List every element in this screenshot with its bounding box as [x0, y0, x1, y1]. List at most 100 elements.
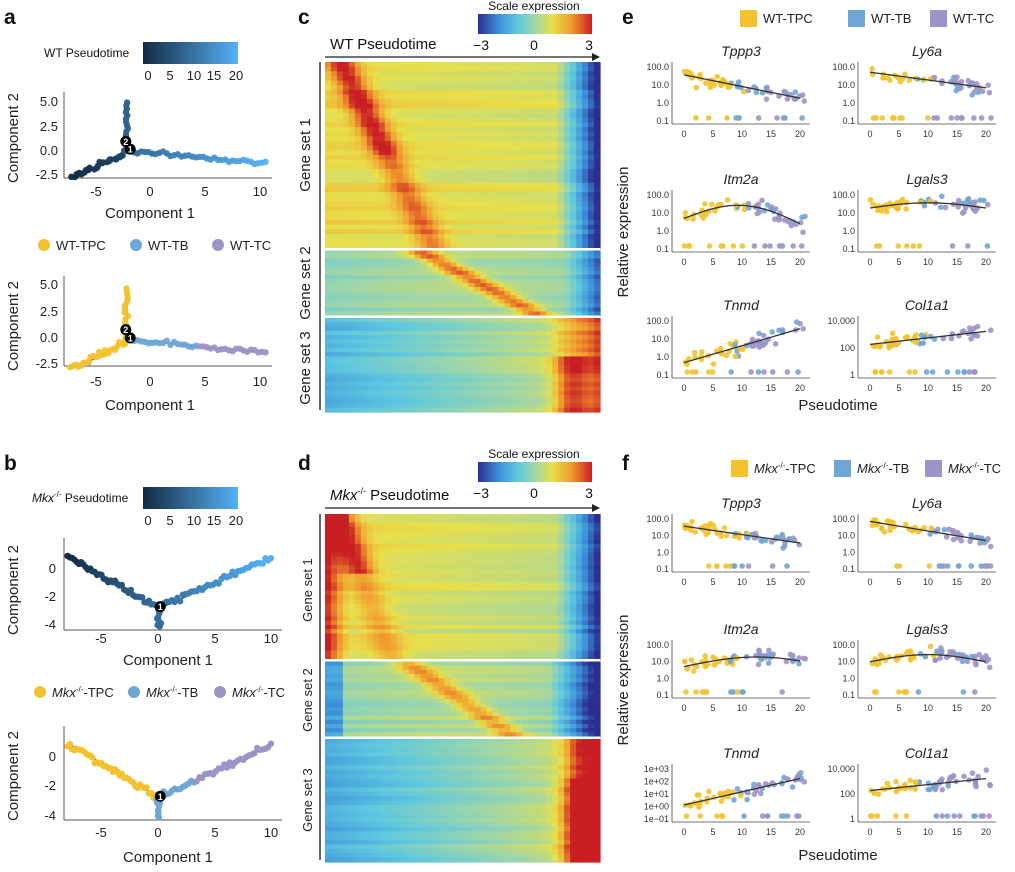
heatmap-cell [420, 224, 428, 230]
heatmap-cell [468, 187, 476, 193]
heatmap-cell [594, 526, 601, 532]
heatmap-cell [588, 535, 595, 541]
heatmap-cell [576, 71, 583, 77]
heatmap-cell [534, 629, 541, 635]
heatmap-cell [510, 274, 517, 280]
heatmap-cell [576, 150, 583, 156]
heatmap-cell [360, 633, 368, 639]
heatmap-cell [516, 287, 523, 292]
heatmap-cell [456, 243, 464, 249]
heatmap-cell [366, 131, 374, 137]
heatmap-cell [336, 526, 344, 532]
heatmap-cell [420, 590, 428, 596]
heatmap-cell [432, 565, 440, 571]
heatmap-cell [570, 85, 577, 91]
heatmap-cell [546, 407, 553, 413]
heatmap-cell [420, 155, 428, 161]
heatmap-cell [408, 403, 416, 409]
heatmap-cell [528, 403, 535, 409]
heatmap-cell [372, 258, 380, 264]
heatmap-cell [468, 565, 476, 571]
heatmap-cell [576, 243, 583, 249]
heatmap-cell [576, 403, 583, 409]
heatmap-cell [498, 80, 505, 86]
y-tick-label: 0 [49, 561, 56, 576]
heatmap-cell [450, 234, 458, 240]
heatmap-cell [552, 66, 559, 72]
heatmap-cell [456, 141, 464, 147]
heatmap-cell [420, 108, 428, 114]
heatmap-cell [492, 616, 499, 622]
heatmap-cell [426, 603, 434, 609]
heatmap-cell [336, 373, 344, 379]
heatmap-cell [468, 629, 476, 635]
heatmap-cell [540, 403, 547, 409]
heatmap-cell [570, 390, 577, 396]
heatmap-cell [540, 262, 547, 268]
heatmap-cell [384, 287, 392, 292]
heatmap-cell [444, 569, 452, 575]
heatmap-cell [342, 629, 350, 635]
heatmap-cell [366, 311, 374, 317]
heatmap-cell [325, 616, 332, 622]
heatmap-cell [384, 164, 392, 170]
heatmap-cell [402, 624, 410, 630]
heatmap-cell [594, 270, 601, 276]
heatmap-cell [450, 535, 458, 541]
heatmap-cell [564, 145, 571, 151]
heatmap-cell [462, 62, 470, 68]
heatmap-cell [396, 150, 404, 156]
heatmap-cell [552, 365, 559, 370]
heatmap-cell [552, 326, 559, 332]
heatmap-cell [325, 620, 332, 626]
heatmap-cell [348, 182, 356, 189]
heatmap-cell [390, 514, 398, 519]
heatmap-cell [402, 522, 410, 528]
heatmap-cell [516, 386, 523, 392]
heatmap-cell [540, 303, 547, 308]
heatmap-cell [444, 330, 452, 336]
heatmap-cell [342, 399, 350, 405]
heatmap-cell [576, 386, 583, 392]
heatmap-cell [354, 616, 362, 622]
heatmap-cell [402, 565, 410, 571]
heatmap-cell [468, 243, 476, 249]
heatmap-cell [582, 62, 589, 68]
heatmap-cell [414, 210, 422, 217]
heatmap-cell [444, 131, 452, 137]
heatmap-cell [378, 607, 386, 613]
heatmap-cell [564, 620, 571, 626]
heatmap-cell [402, 127, 410, 133]
heatmap-cell [420, 407, 428, 413]
heatmap-cell [444, 586, 452, 592]
heatmap-cell [432, 560, 440, 566]
heatmap-cell [330, 266, 338, 272]
heatmap-cell [492, 399, 499, 405]
heatmap-cell [468, 168, 476, 175]
heatmap-cell [528, 295, 535, 300]
heatmap-cell [408, 394, 416, 400]
heatmap-cell [474, 210, 482, 217]
heatmap-cell [444, 278, 452, 284]
heatmap-cell [570, 89, 577, 96]
heatmap-cell [462, 192, 470, 198]
heatmap-cell [450, 283, 458, 288]
heatmap-cell [438, 262, 446, 268]
heatmap-cell [366, 322, 374, 328]
heatmap-cell [582, 369, 589, 375]
heatmap-cell [576, 266, 583, 272]
heatmap-cell [534, 201, 541, 207]
heatmap-cell [366, 560, 374, 566]
heatmap-cell [504, 552, 511, 558]
heatmap-cell [432, 62, 440, 68]
heatmap-cell [342, 173, 350, 179]
heatmap-cell [354, 103, 362, 110]
heatmap-cell [564, 150, 571, 156]
heatmap-cell [570, 131, 577, 137]
heatmap-cell [564, 270, 571, 276]
heatmap-cell [492, 347, 499, 353]
heatmap-cell [432, 122, 440, 128]
heatmap-cell [570, 192, 577, 198]
heatmap-cell [570, 360, 577, 366]
heatmap-cell [534, 262, 541, 268]
